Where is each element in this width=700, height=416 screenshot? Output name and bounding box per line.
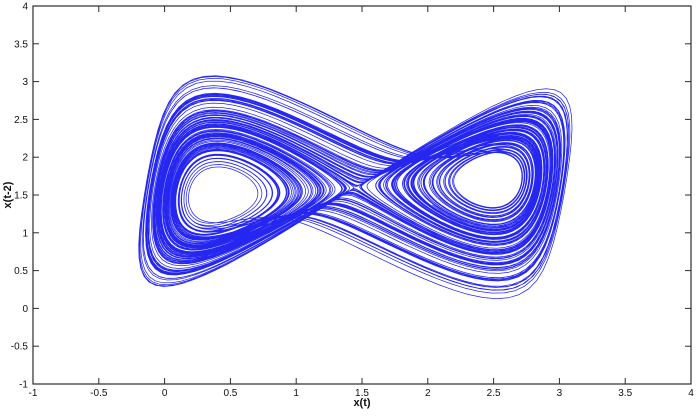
attractor-trajectory xyxy=(138,75,573,300)
x-tick-label: 4 xyxy=(688,388,694,399)
y-tick-label: -1 xyxy=(19,380,28,391)
x-tick-label: 3 xyxy=(557,388,563,399)
x-tick-label: 2.5 xyxy=(487,388,501,399)
y-tick-label: -0.5 xyxy=(11,342,29,353)
x-tick-label: 1 xyxy=(293,388,299,399)
x-tick-label: -1 xyxy=(29,388,38,399)
y-tick-label: 0.5 xyxy=(14,266,28,277)
x-tick-label: 0 xyxy=(162,388,168,399)
axis-tick-labels: -1 -0.5 0 0.5 1 1.5 2 2.5 3 3.5 4 -1 -0.5 0 0.5 1 1.5 2 2.… xyxy=(11,2,694,400)
x-axis-label: x(t) xyxy=(353,397,370,409)
y-axis-label: x(t-2) xyxy=(2,181,14,208)
y-tick-label: 3.5 xyxy=(14,39,28,50)
y-tick-label: 2.5 xyxy=(14,115,28,126)
y-tick-label: 0 xyxy=(22,304,28,315)
x-tick-label: 2 xyxy=(425,388,431,399)
x-tick-label: 3.5 xyxy=(618,388,632,399)
plot-area xyxy=(33,6,691,384)
y-tick-label: 1.5 xyxy=(14,191,28,202)
y-tick-label: 4 xyxy=(22,2,28,13)
axis-ticks xyxy=(32,5,692,385)
trajectory-layer xyxy=(138,75,573,300)
x-tick-label: 0.5 xyxy=(223,388,237,399)
y-tick-label: 1 xyxy=(22,228,28,239)
y-tick-label: 3 xyxy=(22,77,28,88)
y-tick-label: 2 xyxy=(22,153,28,164)
x-tick-label: 1.5 xyxy=(355,388,369,399)
x-tick-label: -0.5 xyxy=(90,388,108,399)
